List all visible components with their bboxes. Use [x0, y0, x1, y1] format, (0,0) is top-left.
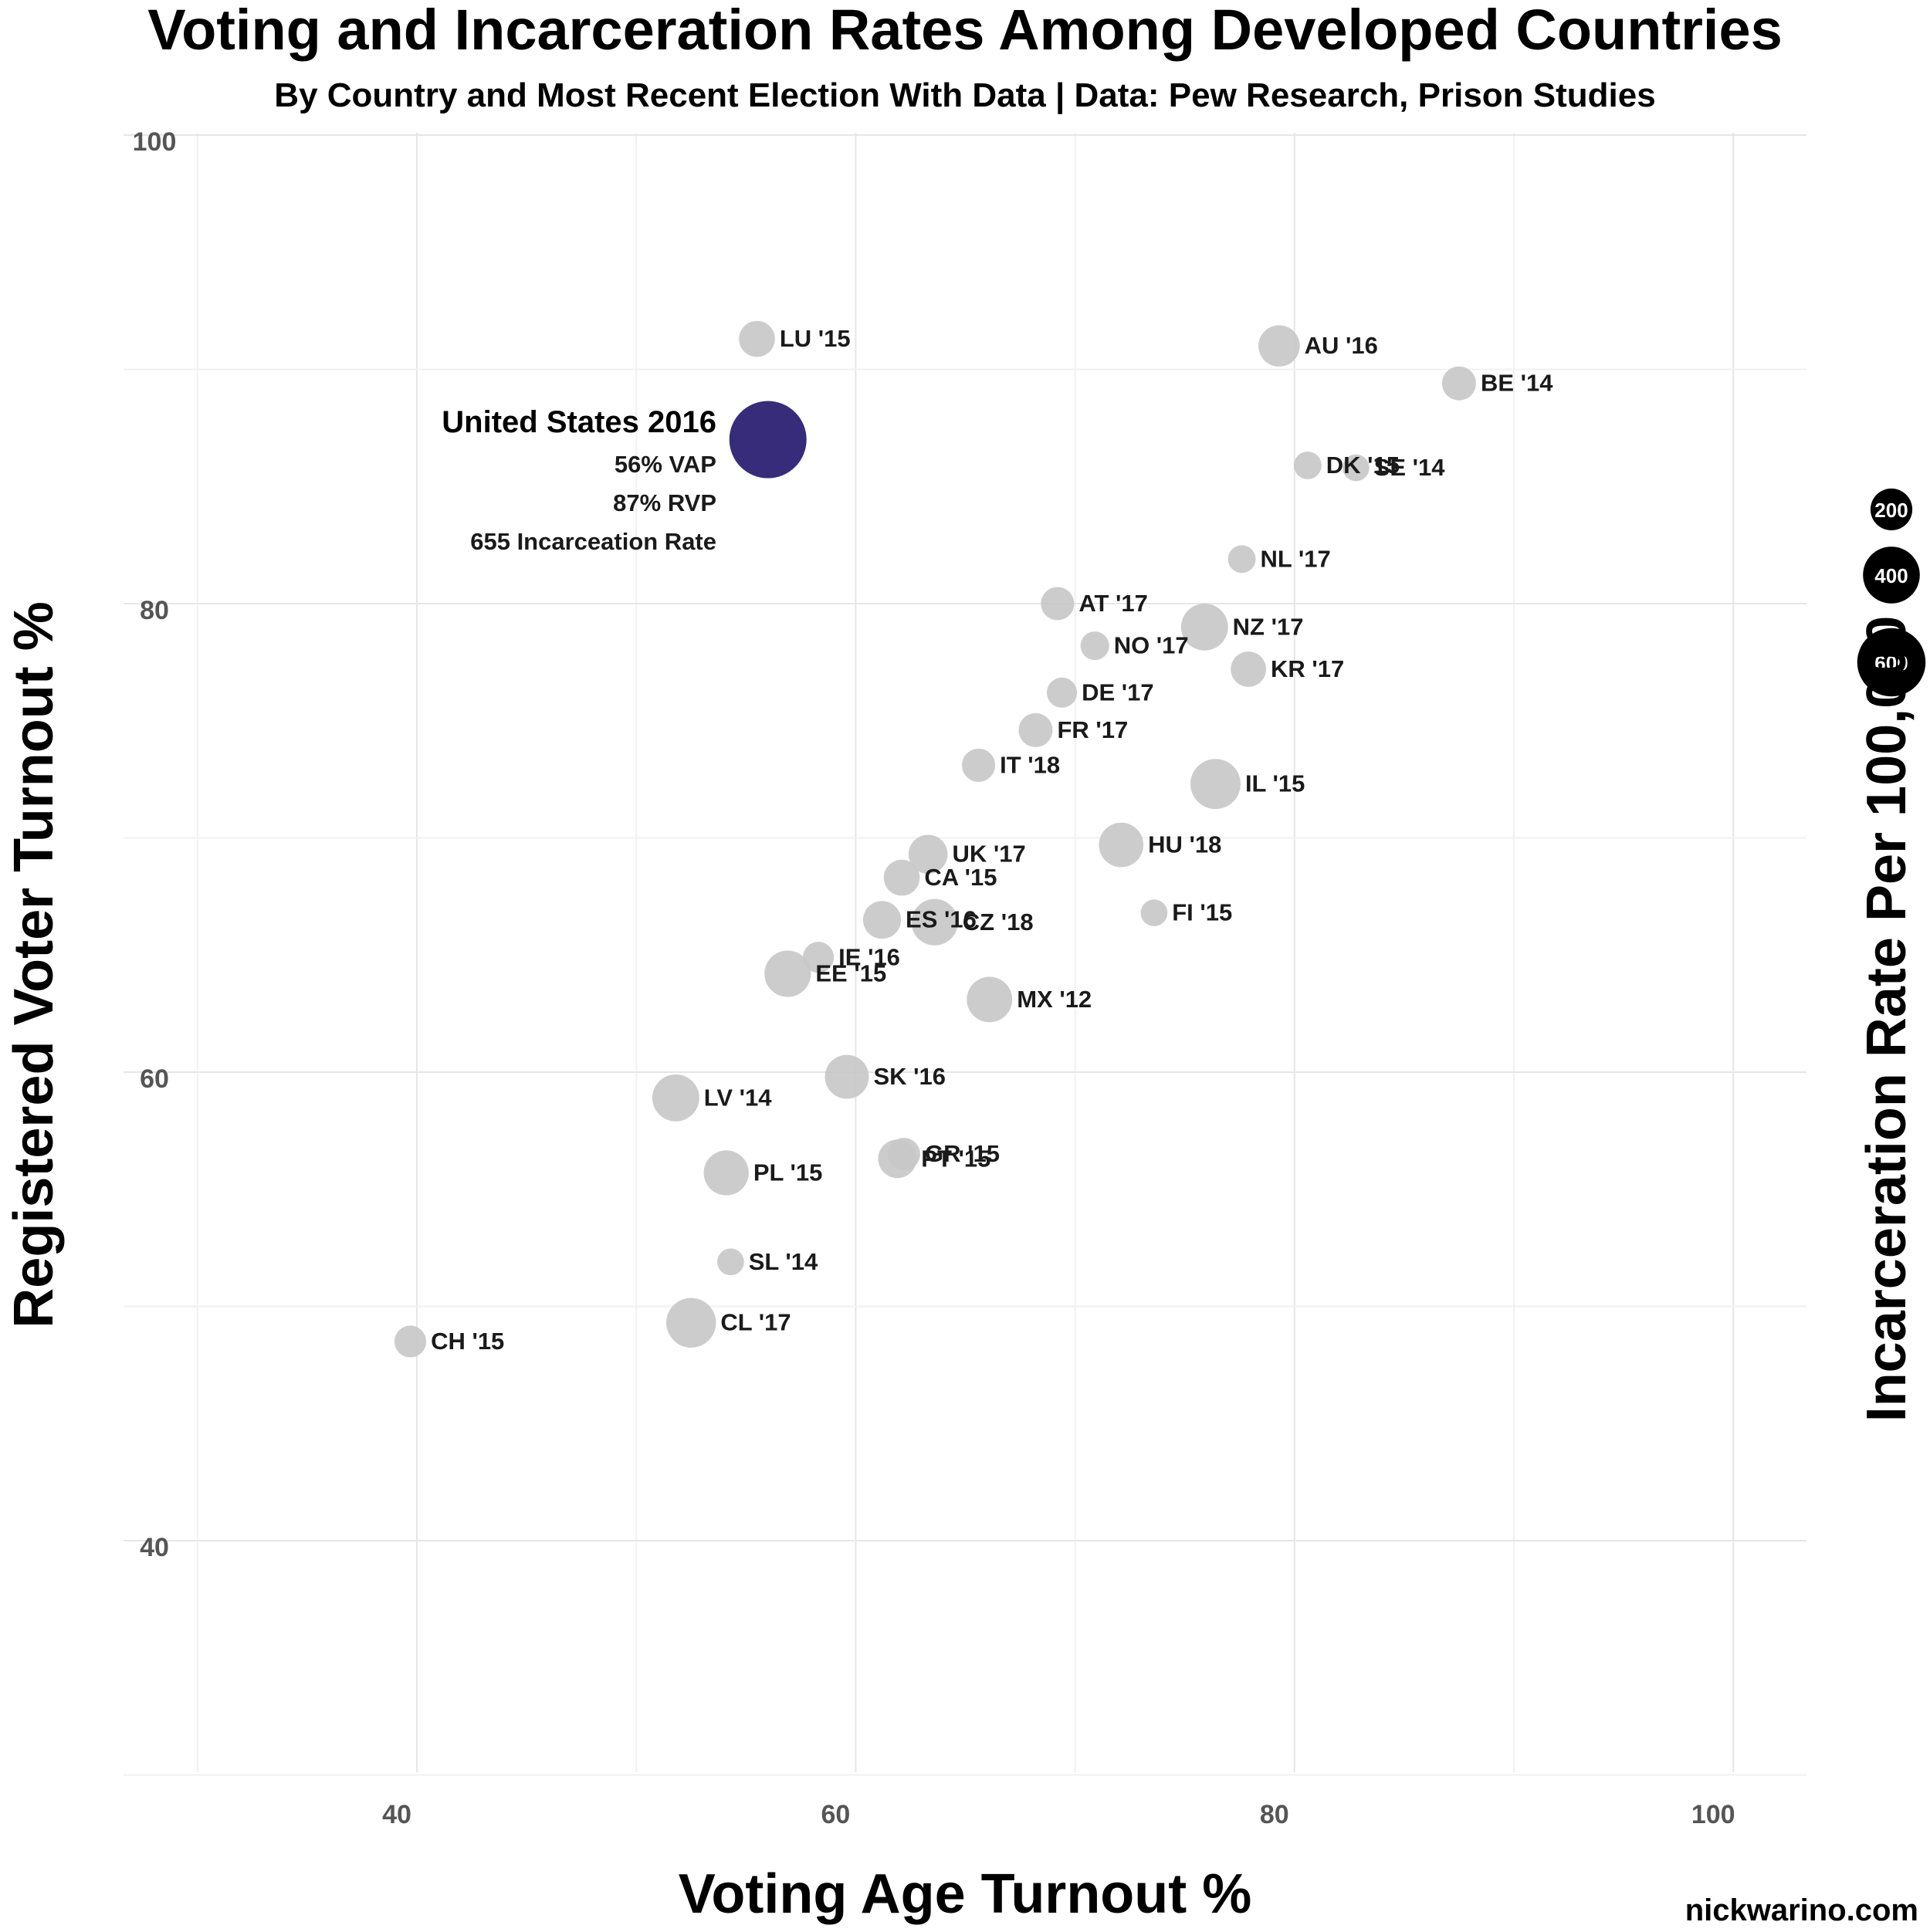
us-label-line: 87% RVP — [613, 489, 716, 516]
legend-circle — [1857, 628, 1926, 697]
data-point — [1099, 822, 1144, 868]
point-label: NO '17 — [1114, 632, 1189, 659]
x-tick-label: 100 — [1691, 1800, 1735, 1829]
point-label: FI '15 — [1172, 899, 1232, 926]
x-tick-label: 80 — [1260, 1800, 1289, 1829]
point-label: SE '14 — [1374, 454, 1446, 481]
point-label: NL '17 — [1261, 545, 1331, 572]
data-point — [764, 950, 811, 997]
point-label: BE '14 — [1481, 370, 1553, 397]
data-point — [739, 320, 775, 357]
point-label: AU '16 — [1305, 332, 1378, 359]
point-label: IL '15 — [1245, 770, 1305, 797]
legend-circle — [1863, 546, 1920, 604]
point-label: IT '18 — [1000, 751, 1060, 778]
point-label: ES '16 — [906, 906, 977, 933]
data-point — [394, 1325, 427, 1358]
data-point — [1190, 759, 1241, 810]
point-label: LU '15 — [780, 325, 851, 352]
y-tick-label: 100 — [133, 127, 177, 157]
point-label: HU '18 — [1148, 831, 1221, 858]
legend-circle — [1870, 488, 1913, 531]
chart-title: Voting and Incarceration Rates Among Dev… — [147, 0, 1783, 62]
data-point — [1180, 603, 1228, 651]
point-label: FR '17 — [1057, 716, 1128, 743]
data-point — [1258, 325, 1300, 367]
data-point — [652, 1074, 699, 1122]
data-point — [1080, 631, 1109, 661]
point-label: DE '17 — [1082, 678, 1154, 705]
point-label: NZ '17 — [1233, 613, 1304, 640]
data-point — [967, 976, 1013, 1023]
point-label: CZ '18 — [963, 908, 1034, 936]
us-label-line: 655 Incarceation Rate — [470, 528, 716, 555]
point-label: DK '15 — [1326, 452, 1400, 479]
data-point — [1041, 587, 1075, 621]
x-tick-label: 40 — [382, 1800, 411, 1829]
data-point — [1293, 451, 1322, 479]
data-point — [1140, 899, 1168, 926]
legend-label: 600 — [1874, 651, 1908, 675]
point-label: PT '15 — [921, 1145, 990, 1172]
data-points — [394, 320, 1476, 1358]
point-label: CH '15 — [431, 1328, 504, 1355]
data-point — [908, 834, 948, 875]
point-label: SK '16 — [874, 1063, 946, 1090]
data-point — [666, 1298, 716, 1348]
credit-text: nickwarino.com — [1685, 1893, 1918, 1927]
legend-label: 400 — [1874, 564, 1908, 587]
y-tick-label: 40 — [140, 1533, 169, 1562]
data-point — [717, 1248, 744, 1276]
chart-subtitle: By Country and Most Recent Election With… — [274, 76, 1655, 115]
point-label: EE '15 — [815, 960, 886, 987]
data-point — [911, 898, 958, 946]
legend-label: 200 — [1874, 499, 1908, 522]
point-label: CA '15 — [924, 864, 997, 891]
data-point — [1441, 366, 1476, 401]
point-label: KR '17 — [1271, 655, 1344, 682]
point-label: LV '14 — [704, 1084, 773, 1111]
data-point — [1343, 454, 1370, 482]
us-highlight: United States 2016 56% VAP 87% RVP 655 Inca… — [442, 401, 807, 555]
size-legend: 200 400 600 — [1857, 488, 1926, 697]
point-label: PL '15 — [753, 1159, 823, 1186]
x-tick-label: 60 — [821, 1800, 850, 1829]
point-label: IE '16 — [838, 943, 900, 970]
us-data-point — [729, 401, 807, 479]
x-axis-label: Voting Age Turnout % — [679, 1863, 1252, 1925]
point-label: GR '15 — [925, 1140, 1000, 1167]
point-label: UK '17 — [952, 841, 1025, 868]
axis-ticks: 40 60 80 100 40 60 80 100 — [133, 127, 1735, 1829]
data-point — [1227, 545, 1256, 574]
data-point — [703, 1150, 749, 1196]
point-label: AT '17 — [1078, 590, 1148, 617]
y-tick-label: 80 — [140, 596, 169, 625]
grid — [124, 133, 1806, 1776]
data-point — [883, 859, 920, 896]
data-point — [1046, 677, 1078, 708]
data-point — [1018, 712, 1053, 747]
data-point — [1231, 651, 1266, 687]
size-axis-label: Incarceration Rate Per 100,000 — [1856, 616, 1918, 1423]
us-label-line: 56% VAP — [615, 451, 716, 478]
point-label: SL '14 — [749, 1248, 818, 1275]
y-tick-label: 60 — [140, 1064, 169, 1094]
data-point — [802, 942, 835, 973]
data-point — [962, 748, 996, 782]
data-point — [878, 1139, 917, 1179]
y-axis-label: Registered Voter Turnout % — [3, 601, 65, 1328]
us-label-title: United States 2016 — [442, 405, 716, 439]
point-label: MX '12 — [1017, 986, 1092, 1013]
point-label: CL '17 — [720, 1309, 791, 1336]
data-point — [824, 1054, 869, 1099]
data-point — [862, 901, 902, 939]
